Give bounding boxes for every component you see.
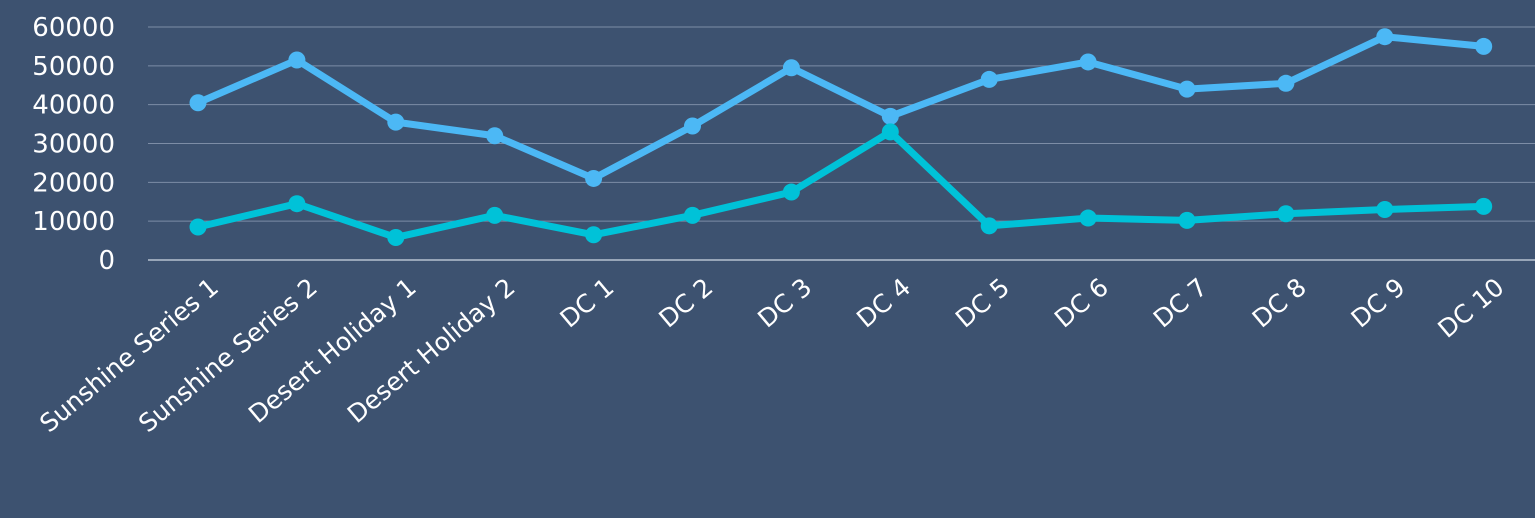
series-2	[189, 123, 1493, 246]
data-point	[1277, 74, 1295, 92]
series-line	[194, 33, 1488, 182]
grid-layer	[148, 26, 1535, 261]
y-tick-label: 20000	[32, 168, 115, 198]
data-point	[1475, 37, 1493, 55]
data-point	[1376, 28, 1394, 46]
data-point	[684, 206, 701, 224]
x-tick-label: DC 5	[950, 272, 1015, 333]
data-point	[1079, 209, 1097, 227]
x-tick-label: DC 8	[1247, 272, 1312, 333]
y-tick-label: 50000	[32, 52, 115, 82]
y-tick-label: 60000	[32, 13, 115, 43]
series-layer	[189, 28, 1493, 246]
y-tick-label: 0	[98, 246, 115, 276]
data-point	[585, 226, 603, 244]
x-tick-label: Sunshine Series 2	[133, 272, 323, 438]
data-point	[881, 123, 899, 141]
series-line	[194, 128, 1488, 241]
series-1	[189, 28, 1493, 187]
x-tick-label: DC 6	[1049, 272, 1114, 333]
x-tick-label: DC 10	[1432, 272, 1509, 343]
x-tick-label: Sunshine Series 1	[34, 272, 224, 438]
data-point	[189, 94, 207, 112]
x-tick-label: Desert Holiday 1	[243, 272, 422, 428]
data-point	[486, 206, 504, 224]
data-point	[1079, 53, 1097, 71]
data-point	[288, 51, 306, 69]
data-point	[387, 228, 405, 246]
x-tick-label: DC 2	[653, 272, 718, 333]
x-tick-label: DC 7	[1148, 272, 1213, 333]
data-point	[980, 70, 998, 88]
x-tick-label: Desert Holiday 2	[342, 272, 521, 428]
y-tick-label: 30000	[32, 130, 115, 160]
x-tick-label: DC 4	[851, 272, 916, 333]
data-point	[1475, 197, 1493, 215]
data-point	[1178, 211, 1196, 229]
y-axis: 0 10000 20000 30000 40000 50000 60000	[32, 13, 115, 276]
x-tick-label: DC 1	[554, 272, 619, 333]
data-point	[486, 127, 504, 145]
y-tick-label: 40000	[32, 91, 115, 121]
data-point	[387, 113, 405, 131]
y-tick-label: 10000	[32, 207, 115, 237]
data-point	[288, 195, 306, 213]
data-point	[782, 183, 800, 201]
data-point	[1277, 205, 1295, 223]
data-point	[881, 107, 899, 125]
data-point	[980, 217, 998, 235]
data-point	[585, 169, 603, 187]
data-point	[782, 59, 800, 77]
data-point	[1376, 201, 1394, 219]
x-tick-label: DC 3	[752, 272, 817, 333]
data-point	[1178, 80, 1196, 98]
x-tick-label: DC 9	[1346, 272, 1411, 333]
data-point	[684, 117, 701, 135]
data-point	[189, 218, 207, 236]
